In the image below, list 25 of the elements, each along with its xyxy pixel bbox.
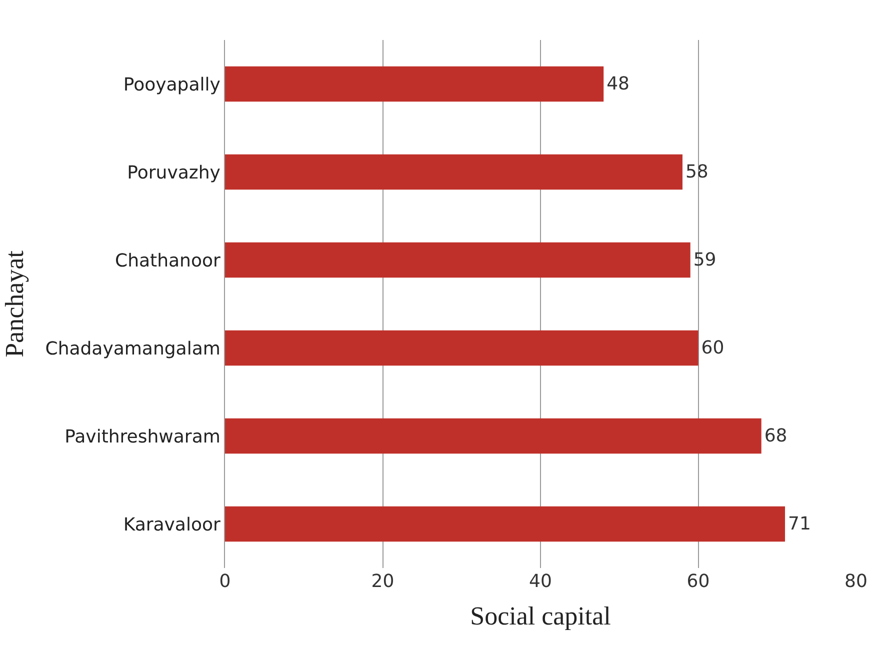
bar (225, 242, 690, 278)
data-label: 58 (685, 162, 708, 182)
y-tick-label: Pooyapally (123, 74, 221, 96)
bar (225, 506, 786, 542)
x-tick-label: 80 (844, 571, 868, 592)
bar (225, 66, 604, 102)
data-label: 59 (693, 250, 716, 270)
bar (225, 154, 682, 190)
y-tick-label: Karavaloor (123, 514, 221, 536)
x-axis-title: Social capital (470, 602, 611, 631)
x-tick-label: 40 (529, 571, 552, 592)
y-axis-title: Panchayat (0, 250, 29, 358)
x-tick-label: 60 (686, 571, 710, 592)
y-tick-label: Pavithreshwaram (64, 426, 220, 448)
bar (225, 418, 762, 454)
y-tick-label: Chathanoor (115, 250, 221, 272)
y-tick-label: Chadayamangalam (45, 338, 220, 360)
data-label: 48 (606, 74, 630, 94)
x-tick-label: 0 (219, 571, 231, 592)
y-tick-label: Poruvazhy (127, 162, 221, 184)
data-label: 68 (764, 426, 788, 446)
x-tick-label: 20 (371, 571, 394, 592)
data-label: 60 (701, 338, 724, 358)
data-label: 71 (788, 514, 811, 534)
bar (225, 330, 698, 366)
